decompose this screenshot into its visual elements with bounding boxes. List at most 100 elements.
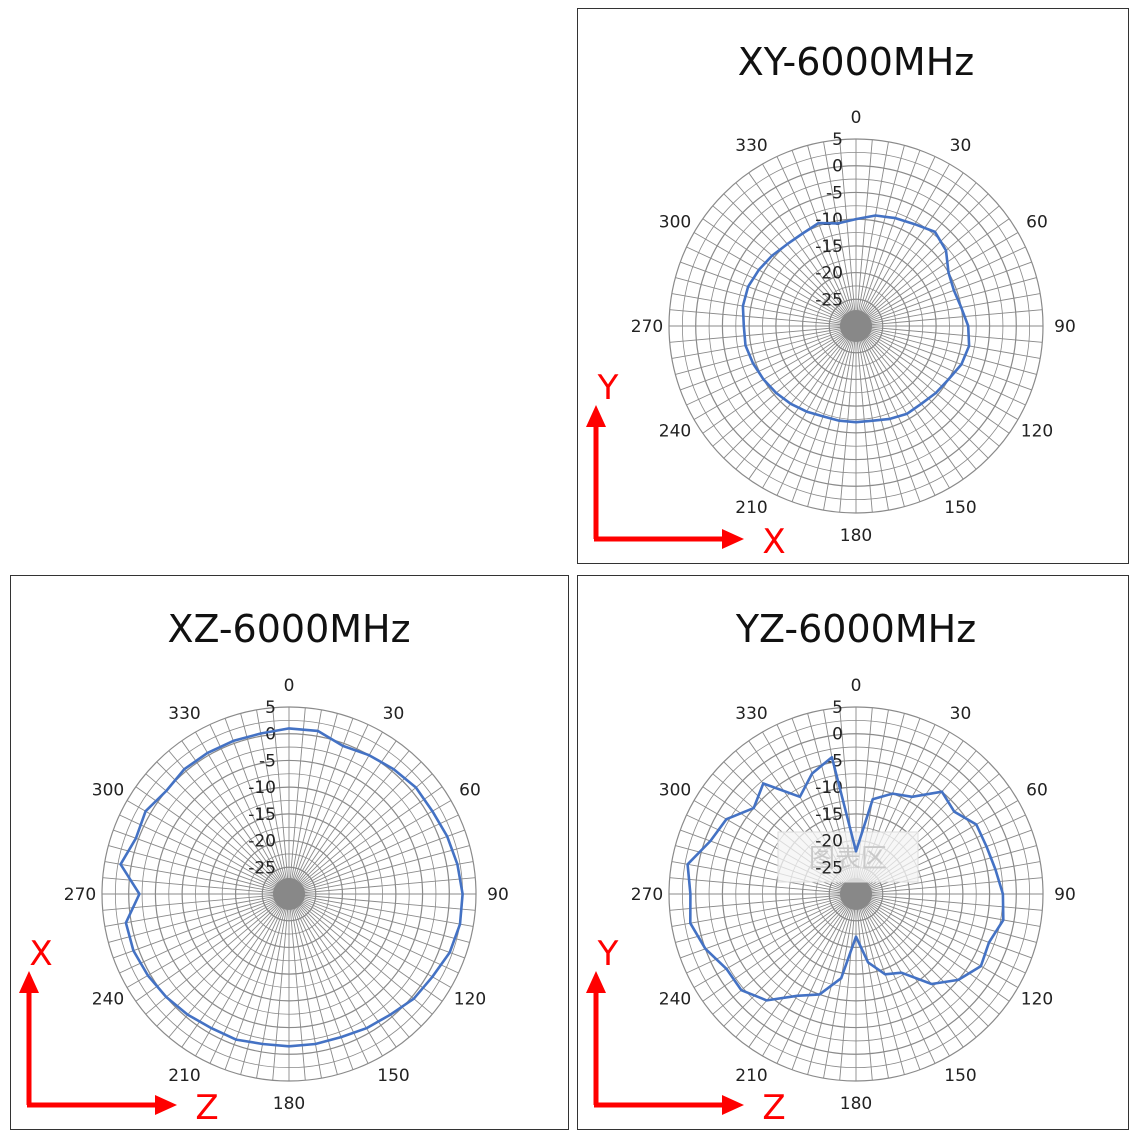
radial-tick-label: -15 <box>815 805 843 825</box>
angle-tick-label: 120 <box>1021 422 1053 442</box>
grid-ring <box>708 178 1004 474</box>
radial-tick-label: -10 <box>248 778 276 798</box>
series-line <box>741 214 971 424</box>
grid-ring <box>735 773 977 1015</box>
angle-tick-label: 210 <box>735 1066 767 1086</box>
grid-ring <box>762 232 950 420</box>
chart-panel-xz: XZ-6000MHz 5 0 -5 -10 -15 -20 -25 0 30 60 90 120 150 1… <box>10 575 569 1130</box>
horizontal-axis-label: X <box>762 522 785 562</box>
angle-tick-label: 90 <box>1054 885 1076 905</box>
radial-tick-label: -15 <box>248 805 276 825</box>
grid-ring <box>695 165 1017 487</box>
vertical-arrow-head <box>586 971 606 993</box>
series-line <box>686 755 1005 1002</box>
radial-tick-label: 5 <box>832 698 843 718</box>
grid-ring <box>208 813 370 975</box>
angle-tick-label: 150 <box>377 1066 409 1086</box>
grid-ring <box>721 191 991 461</box>
horizontal-arrow-head <box>722 529 744 549</box>
angle-tick-label: 0 <box>851 108 862 128</box>
chart-area-tooltip: 图表区 <box>809 844 887 874</box>
angle-tick-label: 240 <box>659 990 691 1010</box>
radial-tick-label: -20 <box>248 832 276 852</box>
vertical-axis-label: Y <box>597 934 619 974</box>
angle-tick-label: 270 <box>64 885 96 905</box>
horizontal-arrow-head <box>722 1095 744 1115</box>
grid-ring <box>748 786 964 1002</box>
grid-ring <box>721 759 991 1029</box>
grid-ring <box>221 826 357 962</box>
grid-ring <box>681 151 1031 501</box>
radial-tick-label: 5 <box>265 698 276 718</box>
chart-area-tooltip-box <box>777 831 919 883</box>
grid-ring <box>828 298 884 354</box>
radial-tick-label: -25 <box>815 858 843 878</box>
horizontal-arrow-head <box>155 1095 177 1115</box>
grid-ring <box>181 786 397 1002</box>
grid-ring <box>681 719 1031 1069</box>
grid-ring <box>788 258 924 394</box>
angle-tick-label: 90 <box>1054 317 1076 337</box>
grid-ring <box>154 759 424 1029</box>
grid-ring <box>195 800 383 988</box>
grid-ring <box>815 285 897 367</box>
vertical-arrow-head <box>586 405 606 427</box>
angle-tick-label: 270 <box>631 885 663 905</box>
chart-panel-xy: XY-6000MHz 5 0 -5 -10 -15 -20 -25 0 30 60 90 120 150 1… <box>577 8 1129 564</box>
grid-ring <box>775 813 937 975</box>
angle-tick-label: 300 <box>659 781 691 801</box>
angle-tick-label: 60 <box>459 781 481 801</box>
radial-tick-label: -15 <box>815 237 843 257</box>
grid-ring <box>168 773 410 1015</box>
radial-tick-label: -5 <box>826 183 843 203</box>
grid-ring <box>668 706 1044 1082</box>
radial-tick-label: -20 <box>815 264 843 284</box>
vertical-axis-label: X <box>29 934 52 974</box>
axes-indicator: YX <box>586 368 786 562</box>
grid-ring <box>128 733 450 1055</box>
radial-tick-label: -10 <box>815 210 843 230</box>
angle-tick-label: 330 <box>168 704 200 724</box>
horizontal-axis-label: Z <box>195 1088 218 1128</box>
grid-ring <box>234 839 344 949</box>
grid-center <box>272 877 306 911</box>
radial-tick-label: 0 <box>832 725 843 745</box>
radial-tick-label: -20 <box>815 832 843 852</box>
chart-panel-yz: YZ-6000MHz 图表区 5 0 -5 -10 -15 -20 -25 0 30 60 90 120 1… <box>577 575 1129 1130</box>
radial-tick-label: 5 <box>832 130 843 150</box>
chart-title: YZ-6000MHz <box>735 607 976 651</box>
angle-tick-label: 30 <box>383 704 405 724</box>
angle-tick-label: 240 <box>659 422 691 442</box>
angle-tick-label: 300 <box>659 213 691 233</box>
angle-tick-label: 270 <box>631 317 663 337</box>
polar-chart-yz: YZ-6000MHz图表区50-5-10-15-20-2503060901201… <box>586 607 1076 1128</box>
radial-tick-label: -25 <box>248 858 276 878</box>
angle-tick-label: 180 <box>840 526 872 546</box>
radial-tick-label: 0 <box>265 725 276 745</box>
grid-center <box>839 309 873 343</box>
radial-tick-label: -5 <box>259 751 276 771</box>
grid-ring <box>668 138 1044 514</box>
vertical-axis-label: Y <box>597 368 619 408</box>
angle-tick-label: 0 <box>851 676 862 696</box>
grid-ring <box>695 733 1017 1055</box>
radial-tick-label: 0 <box>832 157 843 177</box>
grid-ring <box>775 245 937 407</box>
series-line <box>119 727 464 1048</box>
angle-tick-label: 210 <box>168 1066 200 1086</box>
polar-grid <box>101 706 477 1082</box>
angle-tick-label: 180 <box>273 1094 305 1114</box>
angle-tick-label: 240 <box>92 990 124 1010</box>
angle-tick-label: 120 <box>454 990 486 1010</box>
radial-tick-label: -25 <box>815 290 843 310</box>
angle-tick-label: 30 <box>950 704 972 724</box>
radial-tick-label: -5 <box>826 751 843 771</box>
horizontal-axis-label: Z <box>762 1088 785 1128</box>
angle-tick-label: 330 <box>735 136 767 156</box>
angle-tick-label: 60 <box>1026 213 1048 233</box>
chart-title: XZ-6000MHz <box>167 607 410 651</box>
grid-ring <box>141 746 437 1042</box>
grid-ring <box>248 853 330 935</box>
angle-tick-label: 300 <box>92 781 124 801</box>
radial-tick-label: -10 <box>815 778 843 798</box>
